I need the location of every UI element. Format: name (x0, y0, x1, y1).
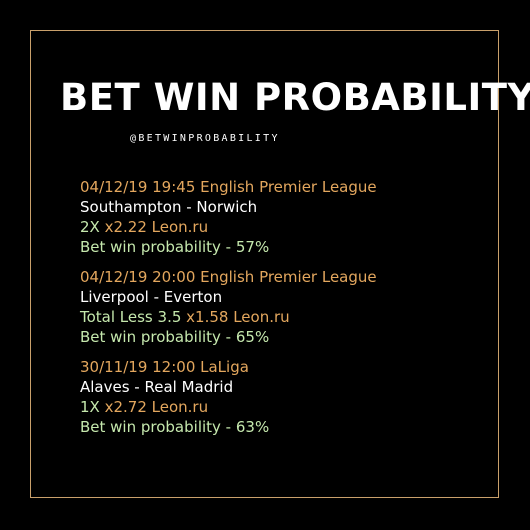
bet-probability: Bet win probability - 63% (80, 418, 270, 436)
bet-pick: 1X (80, 398, 100, 416)
bet-item: 30/11/19 12:00 LaLiga Alaves - Real Madr… (80, 357, 480, 437)
bet-odds-bookmaker: x2.72 Leon.ru (104, 398, 209, 416)
social-handle: @BETWINPROBABILITY (130, 133, 280, 144)
bet-selection: 2X x2.22 Leon.ru (80, 217, 480, 237)
bet-odds-bookmaker: x1.58 Leon.ru (186, 308, 290, 326)
page-title: BET WIN PROBABILITY (60, 76, 530, 119)
bet-pick: 2X (80, 218, 100, 236)
bet-selection: 1X x2.72 Leon.ru (80, 397, 480, 417)
bet-match: Alaves - Real Madrid (80, 378, 234, 396)
bet-header: 30/11/19 12:00 LaLiga (80, 358, 249, 376)
bet-pick: Total Less 3.5 (80, 308, 182, 326)
bet-probability: Bet win probability - 65% (80, 328, 270, 346)
bet-match: Southampton - Norwich (80, 198, 258, 216)
bet-item: 04/12/19 19:45 English Premier League So… (80, 177, 480, 257)
bet-odds-bookmaker: x2.22 Leon.ru (104, 218, 209, 236)
bet-header: 04/12/19 19:45 English Premier League (80, 178, 377, 196)
bet-probability: Bet win probability - 57% (80, 238, 270, 256)
bet-selection: Total Less 3.5 x1.58 Leon.ru (80, 307, 480, 327)
card-frame (30, 30, 499, 498)
bet-header: 04/12/19 20:00 English Premier League (80, 268, 377, 286)
bet-match: Liverpool - Everton (80, 288, 223, 306)
bet-item: 04/12/19 20:00 English Premier League Li… (80, 267, 480, 347)
bet-list: 04/12/19 19:45 English Premier League So… (80, 177, 480, 447)
